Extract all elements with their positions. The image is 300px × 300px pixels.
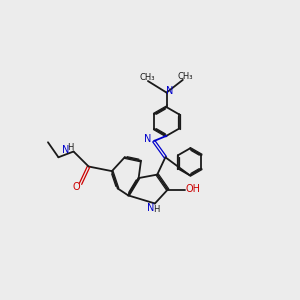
Text: N: N [166, 86, 174, 96]
Text: N: N [144, 134, 152, 144]
Text: O: O [73, 182, 80, 192]
Text: CH₃: CH₃ [139, 73, 154, 82]
Text: H: H [154, 206, 160, 214]
Text: N: N [62, 145, 70, 155]
Text: N: N [147, 202, 155, 213]
Text: H: H [67, 143, 74, 152]
Text: OH: OH [185, 184, 200, 194]
Text: CH₃: CH₃ [178, 72, 194, 81]
